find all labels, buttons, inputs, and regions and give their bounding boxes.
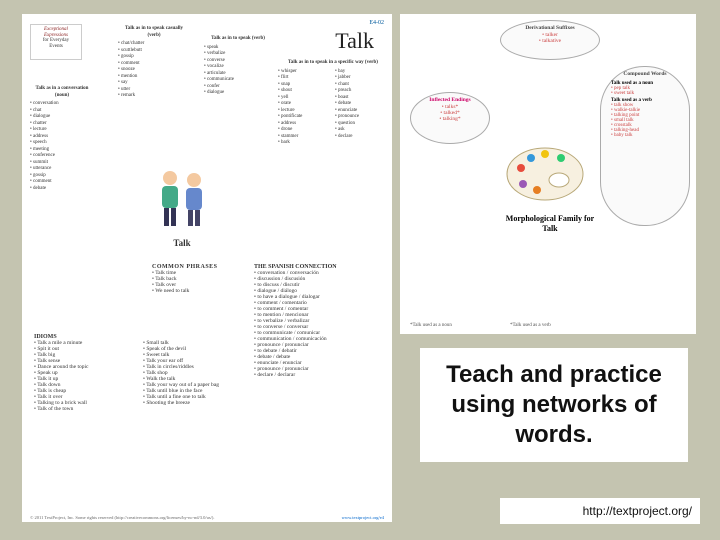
list-item: bark (278, 140, 331, 147)
list-item: Talk of the town (34, 406, 135, 412)
oval-title: Inflected Endings (417, 97, 483, 103)
infl-list: talks*talked*talking* (417, 104, 483, 122)
list-item: We need to talk (152, 288, 242, 294)
caption-box: Teach and practice using networks of wor… (420, 348, 688, 462)
noun-list: conversationchatdialoguechatterlecturead… (30, 101, 94, 192)
idioms-section: IDIOMS Talk a mile a minuteSpit it outTa… (34, 334, 244, 412)
list-item: remark (118, 93, 190, 100)
ee-logo: Exceptional Expressions for Everyday Eve… (30, 24, 82, 60)
speak-list: speakverbalizeconversevocalizearticulate… (204, 45, 272, 97)
common-phrases: COMMON PHRASES Talk timeTalk backTalk ov… (152, 264, 242, 294)
talk-speak-column: Talk as in to speak (verb) speakverbaliz… (204, 36, 272, 97)
list-item: • baby talk (611, 133, 679, 138)
list-item: talkative (507, 38, 593, 44)
list-item: debate (30, 186, 94, 193)
copyright-text: © 2011 TextProject, Inc. Some rights res… (30, 515, 214, 520)
list-item: dialogue (204, 90, 272, 97)
phrases-list: Talk timeTalk backTalk overWe need to ta… (152, 270, 242, 294)
specific-list-left: whisperflirtsnapshoutyelloratelecturepon… (278, 69, 331, 147)
poster-footer: © 2011 TextProject, Inc. Some rights res… (30, 515, 384, 520)
talk-specific-column: Talk as in to speak in a specific way (v… (278, 60, 388, 147)
list-item: Shooting the breeze (143, 400, 244, 406)
two-people-icon (152, 164, 212, 234)
derivational-oval: Derivational Suffixes talkertalkative (500, 20, 600, 60)
talk-illustration: Talk (152, 164, 212, 234)
poster-code: E4-02 (30, 20, 384, 26)
talk-casual-column: Talk as in to speak casually (verb) chat… (118, 26, 190, 100)
talk-poster: E4-02 Talk Exceptional Expressions for E… (22, 14, 392, 522)
morphology-label: Morphological Family for Talk (500, 214, 600, 233)
oval-title: Derivational Suffixes (507, 25, 593, 31)
col-heading: Talk as in a conversation (noun) (30, 86, 94, 99)
logo-line: Events (31, 44, 81, 50)
footnote-verb: *Talk used as a verb (510, 323, 551, 328)
palette-icon (505, 144, 585, 204)
compound-oval: Compound Words Talk used as a noun• pep … (600, 66, 690, 226)
deriv-list: talkertalkative (507, 32, 593, 44)
col-heading: Talk as in to speak (verb) (204, 36, 272, 43)
list-item: • sweet talk (611, 91, 679, 96)
footer-link: www.textproject.org/e4 (342, 515, 384, 520)
list-item: declare (335, 134, 388, 141)
specific-list-right: bayjabberchantpreachboastdebateenunciate… (335, 69, 388, 147)
spanish-connection: THE SPANISH CONNECTION conversation / co… (254, 264, 374, 378)
list-item: declare / declarar (254, 372, 374, 378)
source-url: http://textproject.org/ (583, 504, 692, 518)
compound-body: Talk used as a noun• pep talk• sweet tal… (607, 77, 683, 140)
list-item: talking* (417, 116, 483, 122)
idioms-col-2: Small talkSpeak of the devilSweet talkTa… (143, 340, 244, 412)
casual-list: chat/chatterscuttlebuttgossipcommentsnoo… (118, 41, 190, 100)
footnote-noun: *Talk used as a noun (410, 323, 452, 328)
url-box: http://textproject.org/ (500, 498, 700, 524)
morphology-poster: Derivational Suffixes talkertalkative In… (400, 14, 696, 334)
spanish-list: conversation / conversacióndiscussion / … (254, 270, 374, 378)
illus-label: Talk (152, 238, 212, 248)
idioms-col-1: Talk a mile a minuteSpit it outTalk bigT… (34, 340, 135, 412)
inflected-oval: Inflected Endings talks*talked*talking* (410, 92, 490, 144)
col-heading: Talk as in to speak in a specific way (v… (278, 60, 388, 67)
poster-main-title: Talk (335, 28, 374, 54)
main-caption: Teach and practice using networks of wor… (432, 360, 676, 450)
talk-noun-column: Talk as in a conversation (noun) convers… (30, 86, 94, 192)
col-heading: Talk as in to speak casually (verb) (118, 26, 190, 39)
